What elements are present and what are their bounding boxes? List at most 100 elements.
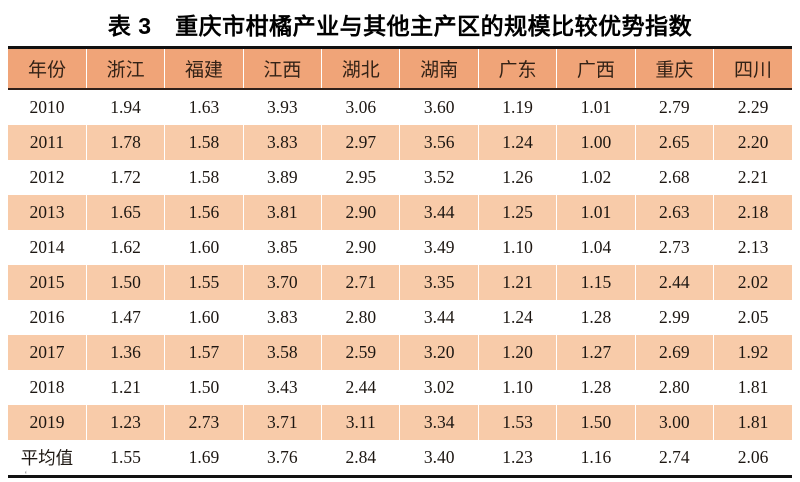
value-cell: 3.71: [242, 405, 322, 440]
row-label-cell: 2012: [8, 160, 87, 195]
value-cell: 1.23: [477, 440, 557, 477]
value-cell: 3.83: [242, 300, 322, 335]
value-cell: 1.25: [477, 195, 557, 230]
value-cell: 3.81: [242, 195, 322, 230]
table-row: 2018 1.21 1.50 3.43 2.44 3.02 1.10 1.28 2.80 1.81: [8, 370, 792, 405]
value-cell: 1.24: [477, 300, 557, 335]
value-cell: 1.60: [164, 300, 244, 335]
value-cell: 1.01: [556, 89, 636, 125]
value-cell: 1.10: [477, 230, 557, 265]
region-column-header: 湖南: [399, 47, 479, 90]
value-cell: 1.57: [164, 335, 244, 370]
header-row: 年份 浙江 福建 江西 湖北 湖南 广东 广西 重庆 四川: [8, 47, 792, 90]
value-cell: 1.50: [164, 370, 244, 405]
value-cell: 2.13: [713, 230, 792, 265]
row-label-cell: 2016: [8, 300, 87, 335]
value-cell: 2.63: [634, 195, 714, 230]
row-label-cell: 2011: [8, 125, 87, 160]
value-cell: 2.95: [321, 160, 400, 195]
value-cell: 1.36: [85, 335, 165, 370]
row-label-cell: 2010: [8, 89, 87, 125]
table-row: 2017 1.36 1.57 3.58 2.59 3.20 1.20 1.27 2.69 1.92: [8, 335, 792, 370]
value-cell: 3.06: [321, 89, 400, 125]
value-cell: 1.21: [477, 265, 557, 300]
region-column-header: 广东: [477, 47, 557, 90]
table-row: 平均值 1.55 1.69 3.76 2.84 3.40 1.23 1.16 2.74 2.06: [8, 440, 792, 477]
value-cell: 1.26: [477, 160, 557, 195]
value-cell: 2.68: [634, 160, 714, 195]
value-cell: 2.44: [634, 265, 714, 300]
value-cell: 3.93: [242, 89, 322, 125]
value-cell: 3.85: [242, 230, 322, 265]
value-cell: 1.02: [556, 160, 636, 195]
value-cell: 2.02: [713, 265, 792, 300]
value-cell: 1.62: [85, 230, 165, 265]
region-column-header: 重庆: [634, 47, 714, 90]
value-cell: 1.27: [556, 335, 636, 370]
value-cell: 1.28: [556, 300, 636, 335]
value-cell: 1.04: [556, 230, 636, 265]
value-cell: 1.81: [713, 370, 792, 405]
value-cell: 1.58: [164, 160, 244, 195]
value-cell: 1.81: [713, 405, 792, 440]
value-cell: 3.70: [242, 265, 322, 300]
table-row: 2014 1.62 1.60 3.85 2.90 3.49 1.10 1.04 2.73 2.13: [8, 230, 792, 265]
table-row: 2015 1.50 1.55 3.70 2.71 3.35 1.21 1.15 2.44 2.02: [8, 265, 792, 300]
value-cell: 2.73: [634, 230, 714, 265]
row-label-cell: 2013: [8, 195, 87, 230]
region-column-header: 福建: [164, 47, 244, 90]
table-row: 2019 1.23 2.73 3.71 3.11 3.34 1.53 1.50 3.00 1.81: [8, 405, 792, 440]
value-cell: 1.15: [556, 265, 636, 300]
value-cell: 3.83: [242, 125, 322, 160]
row-label-cell: 2019: [8, 405, 87, 440]
value-cell: 1.94: [85, 89, 165, 125]
value-cell: 2.59: [321, 335, 400, 370]
value-cell: 2.18: [713, 195, 792, 230]
value-cell: 2.05: [713, 300, 792, 335]
stray-mark: ʻ: [24, 469, 28, 481]
value-cell: 3.58: [242, 335, 322, 370]
value-cell: 3.34: [399, 405, 479, 440]
value-cell: 2.79: [634, 89, 714, 125]
value-cell: 1.65: [85, 195, 165, 230]
row-label-cell: 2017: [8, 335, 87, 370]
value-cell: 2.74: [634, 440, 714, 477]
value-cell: 3.43: [242, 370, 322, 405]
value-cell: 1.47: [85, 300, 165, 335]
value-cell: 3.49: [399, 230, 479, 265]
value-cell: 3.35: [399, 265, 479, 300]
value-cell: 2.90: [321, 195, 400, 230]
value-cell: 1.28: [556, 370, 636, 405]
value-cell: 1.50: [556, 405, 636, 440]
year-column-header: 年份: [8, 47, 87, 90]
region-column-header: 浙江: [85, 47, 165, 90]
value-cell: 1.63: [164, 89, 244, 125]
region-column-header: 四川: [713, 47, 792, 90]
value-cell: 2.44: [321, 370, 400, 405]
value-cell: 2.80: [634, 370, 714, 405]
value-cell: 2.97: [321, 125, 400, 160]
value-cell: 3.02: [399, 370, 479, 405]
value-cell: 2.29: [713, 89, 792, 125]
value-cell: 2.73: [164, 405, 244, 440]
data-table: 年份 浙江 福建 江西 湖北 湖南 广东 广西 重庆 四川 2010 1.94 1.63 3.93 3.0…: [8, 46, 792, 478]
value-cell: 1.72: [85, 160, 165, 195]
value-cell: 2.71: [321, 265, 400, 300]
value-cell: 3.11: [321, 405, 400, 440]
value-cell: 2.21: [713, 160, 792, 195]
value-cell: 2.80: [321, 300, 400, 335]
value-cell: 1.53: [477, 405, 557, 440]
value-cell: 1.23: [85, 405, 165, 440]
value-cell: 1.60: [164, 230, 244, 265]
table-caption: 表 3 重庆市柑橘产业与其他主产区的规模比较优势指数: [107, 13, 693, 39]
table-body: 2010 1.94 1.63 3.93 3.06 3.60 1.19 1.01 2.79 2.29…: [8, 89, 792, 477]
row-label-cell: 2018: [8, 370, 87, 405]
value-cell: 3.60: [399, 89, 479, 125]
value-cell: 1.21: [85, 370, 165, 405]
value-cell: 2.99: [634, 300, 714, 335]
value-cell: 3.76: [242, 440, 322, 477]
value-cell: 1.78: [85, 125, 165, 160]
value-cell: 1.50: [85, 265, 165, 300]
value-cell: 3.20: [399, 335, 479, 370]
value-cell: 1.00: [556, 125, 636, 160]
